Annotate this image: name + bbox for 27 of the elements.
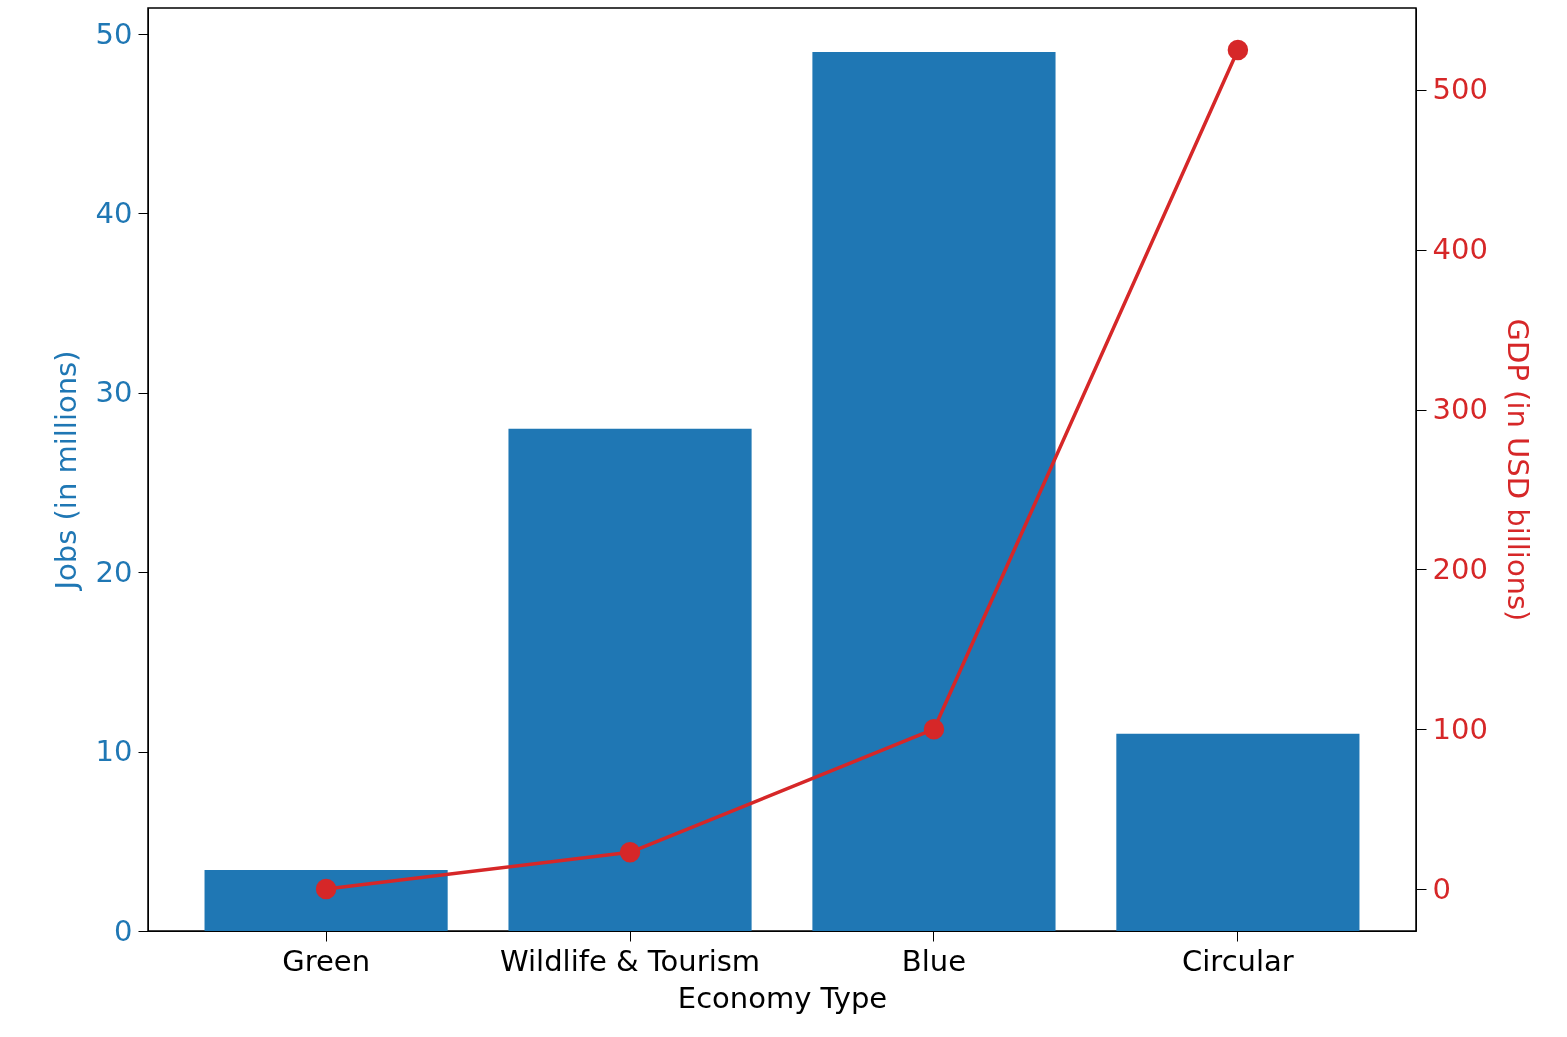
y2-tick-label: 300	[1432, 392, 1488, 427]
bar	[1116, 733, 1360, 931]
point	[1227, 39, 1249, 61]
y-tick-label: 50	[95, 16, 133, 51]
bar	[812, 51, 1056, 931]
point	[923, 718, 945, 740]
y2-tick-label: 100	[1432, 711, 1488, 746]
y-axis-title: Jobs (in millions)	[48, 350, 83, 592]
y-tick-label: 20	[95, 554, 133, 589]
y-tick-label: 30	[95, 375, 133, 410]
y-tick-label: 0	[114, 913, 133, 948]
y2-tick-label: 500	[1432, 72, 1488, 107]
y-tick-label: 10	[95, 734, 133, 769]
y2-tick-label: 400	[1432, 232, 1488, 267]
bar	[508, 428, 752, 931]
y-tick-label: 40	[95, 195, 133, 230]
bar	[204, 870, 448, 931]
x-tick-label: Green	[282, 943, 371, 978]
point	[619, 842, 641, 863]
y2-tick-label: 0	[1432, 871, 1451, 906]
point	[315, 878, 337, 900]
x-tick-label: Wildlife & Tourism	[500, 943, 761, 978]
y2-axis-title: GDP (in USD billions)	[1500, 318, 1535, 622]
y2-tick-label: 200	[1432, 551, 1488, 586]
x-tick-label: Circular	[1182, 943, 1294, 978]
x-tick-label: Blue	[901, 943, 967, 978]
x-axis-title: Economy Type	[677, 980, 888, 1015]
